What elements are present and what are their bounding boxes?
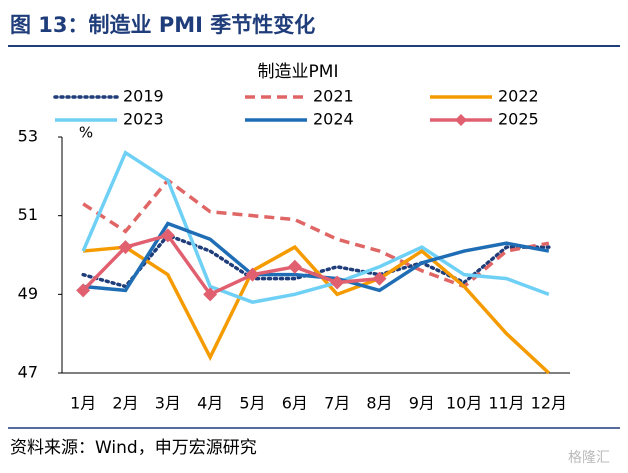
y-tick-label: 47 (18, 363, 38, 382)
diamond-marker (203, 287, 218, 302)
x-tick-label: 5月 (239, 394, 265, 413)
x-tick-label: 10月 (446, 394, 482, 413)
x-tick-label: 12月 (531, 394, 567, 413)
y-axis-label: % (79, 124, 93, 142)
x-tick-label: 2月 (112, 394, 138, 413)
x-tick-label: 9月 (409, 394, 435, 413)
x-tick-label: 7月 (324, 394, 350, 413)
x-tick-label: 4月 (197, 394, 223, 413)
x-tick-label: 3月 (155, 394, 181, 413)
legend-marker (455, 114, 467, 126)
legend-label: 2021 (313, 87, 354, 106)
series-line (81, 233, 380, 297)
diamond-marker (372, 271, 387, 286)
legend-label: 2023 (123, 110, 164, 129)
diamond-marker (160, 228, 175, 243)
legend-label: 2019 (123, 87, 164, 106)
x-tick-label: 11月 (488, 394, 524, 413)
chart-title: 制造业PMI (258, 62, 339, 82)
diamond-marker (245, 267, 260, 282)
x-tick-label: 1月 (70, 394, 96, 413)
legend-label: 2022 (498, 87, 539, 106)
source: 资料来源：Wind，申万宏源研究 (10, 438, 257, 458)
diamond-marker (330, 275, 345, 290)
x-tick-label: 8月 (366, 394, 392, 413)
diamond-marker (287, 259, 302, 274)
figure-title: 图 13：制造业 PMI 季节性变化 (10, 13, 315, 37)
series-line (81, 233, 551, 289)
diamond-marker (118, 240, 133, 255)
series-line (83, 221, 550, 293)
y-tick-label: 53 (18, 127, 38, 146)
watermark: 格隆汇 (568, 450, 610, 466)
x-tick-label: 6月 (282, 394, 308, 413)
legend-label: 2024 (313, 110, 354, 129)
diamond-marker (76, 283, 91, 298)
series-line (82, 177, 550, 289)
y-tick-label: 51 (18, 205, 38, 224)
series-line (81, 150, 550, 305)
series-line (83, 244, 551, 375)
y-tick-label: 49 (18, 284, 38, 303)
legend-label: 2025 (498, 110, 539, 129)
